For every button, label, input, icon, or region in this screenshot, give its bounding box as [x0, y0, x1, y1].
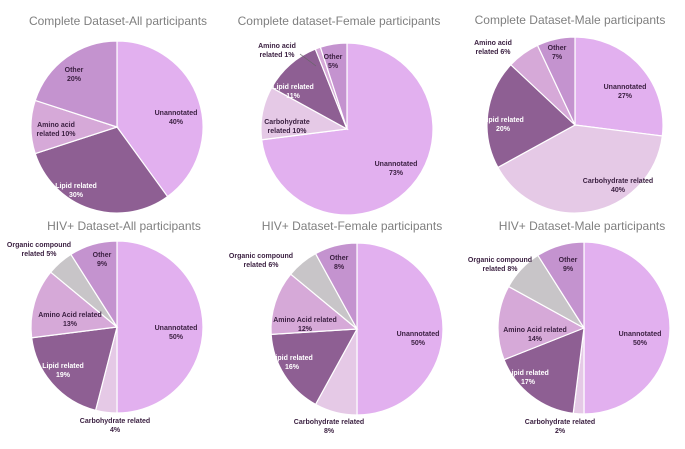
pie-chart-complete-female: Complete dataset-Female participants Una… [238, 14, 441, 216]
slice-label: Amino Acid related 13% [38, 312, 102, 328]
slice-label: Lipid related 30% [55, 183, 97, 199]
slice-label: Carbohydrate related 4% [80, 418, 150, 434]
slice-label: Lipid related 20% [482, 117, 524, 133]
pie-slice-other [319, 42, 348, 130]
slice-label: Lipid related 16% [271, 355, 313, 371]
pie-slice-carbohydrate-related [497, 124, 663, 214]
pie-slice-other [70, 240, 118, 330]
leader-line [299, 53, 317, 67]
pie-slice-lipid-related [503, 327, 585, 414]
pie-chart-complete-male: Complete Dataset-Male participants Unann… [474, 13, 666, 214]
pie-slice-lipid-related [270, 328, 359, 406]
slice-label: Unannotated 73% [375, 161, 418, 177]
chart-title: Complete Dataset-Male participants [475, 13, 666, 27]
pie-slice-amino-acid-related [270, 273, 359, 336]
chart-title: HIV+ Dataset-Male participants [499, 219, 665, 233]
pie-slice-lipid-related [34, 126, 169, 214]
pie-chart-hiv-male: HIV+ Dataset-Male participants Unannotat… [468, 219, 671, 435]
pie-chart-hiv-female: HIV+ Dataset-Female participants Unannot… [229, 219, 444, 435]
slice-label: Amino acid related 6% [474, 40, 512, 56]
slice-label: Lipid related 17% [507, 370, 549, 386]
slice-label: Other 9% [559, 257, 578, 273]
slice-label: Amino acid related 1% [258, 43, 296, 59]
slice-label: Carbohydrate related 40% [583, 178, 653, 194]
pie-slice-unannotated [574, 36, 664, 137]
chart-title: Complete dataset-Female participants [238, 14, 441, 28]
slice-label: Amino acid related 10% [37, 122, 77, 138]
pie-slice-lipid-related [486, 63, 577, 169]
slice-label: Organic compound related 5% [7, 242, 71, 258]
pie-slice-other [536, 36, 576, 126]
pie-slice-other [314, 242, 358, 330]
slice-label: Organic compound related 6% [229, 253, 293, 269]
pie-slice-lipid-related [31, 326, 118, 412]
pie-slice-unannotated [116, 240, 204, 414]
chart-title: Complete Dataset-All participants [29, 14, 207, 28]
pie-slice-unannotated [116, 40, 204, 198]
slice-label: Carbohydrate related 10% [264, 119, 310, 135]
pie-slice-unannotated [583, 241, 671, 415]
slice-label: Unannotated 50% [397, 331, 440, 347]
slice-label: Unannotated 27% [604, 84, 647, 100]
slice-label: Organic compound related 8% [468, 257, 532, 273]
slice-label: Unannotated 50% [155, 325, 198, 341]
slice-label: Other 5% [324, 54, 343, 70]
slice-label: Other 9% [93, 252, 112, 268]
chart-title: HIV+ Dataset-All participants [47, 219, 201, 233]
slice-label: Unannotated 50% [619, 331, 662, 347]
pie-chart-complete-all: Complete Dataset-All participants Unanno… [29, 14, 207, 214]
slice-label: Amino Acid related 12% [273, 317, 337, 333]
pie-slice-amino-acid-related [497, 285, 586, 361]
slice-label: Lipid related 11% [272, 84, 314, 100]
slice-label: Carbohydrate related 8% [294, 419, 364, 435]
slice-label: Unannotated 40% [155, 110, 198, 126]
slice-label: Carbohydrate related 2% [525, 419, 595, 435]
slice-label: Other 20% [65, 67, 84, 83]
pie-chart-hiv-all: HIV+ Dataset-All participants Unannotate… [7, 219, 204, 434]
slice-label: Other 7% [548, 45, 567, 61]
pie-slice-amino-acid-related [30, 271, 119, 339]
pie-slice-other [537, 241, 585, 331]
slice-label: Other 8% [330, 255, 349, 271]
pie-slice-unannotated [356, 242, 444, 416]
slice-label: Amino Acid related 14% [503, 327, 567, 343]
slice-label: Lipid related 19% [42, 363, 84, 379]
pie-slice-other [34, 40, 118, 128]
chart-title: HIV+ Dataset-Female participants [262, 219, 442, 233]
